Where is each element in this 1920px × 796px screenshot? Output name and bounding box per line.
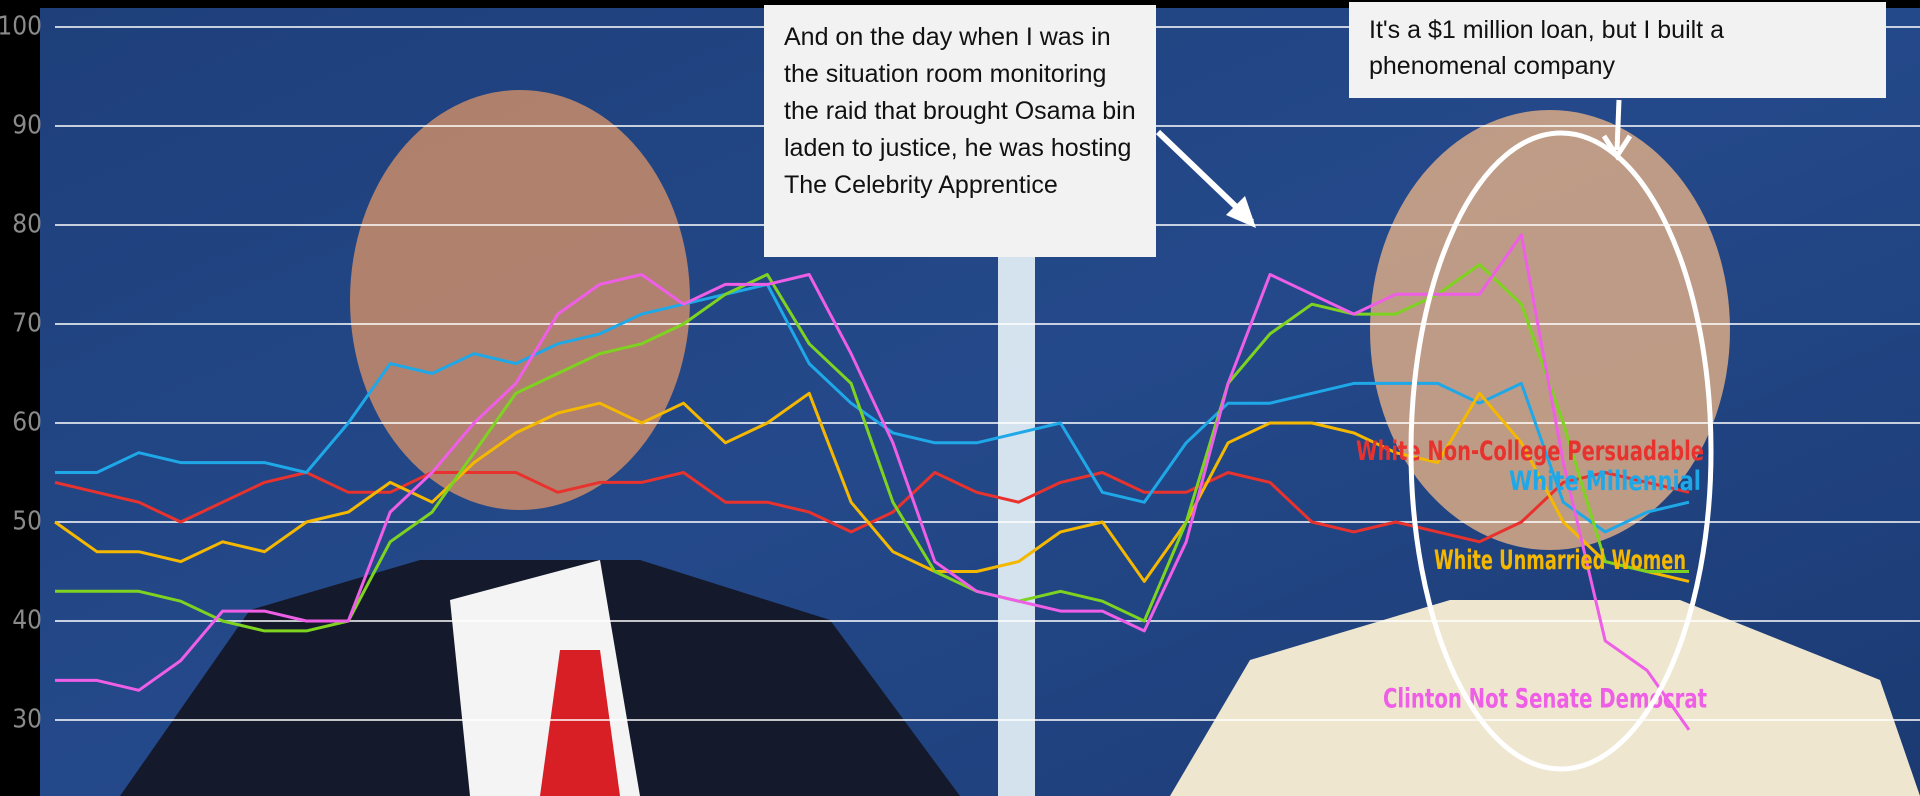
highlight-ellipse — [1411, 133, 1711, 769]
arrow-shaft — [1617, 100, 1619, 150]
page: 30405060708090100White Non-College Persu… — [0, 0, 1920, 796]
overlay — [0, 0, 1920, 796]
